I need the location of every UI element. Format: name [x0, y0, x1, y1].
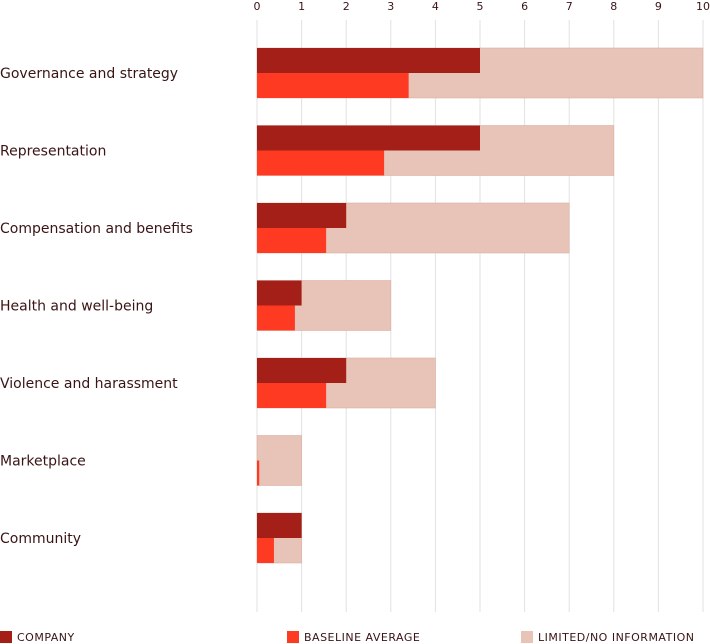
legend-limited-label: LIMITED/NO INFORMATION: [538, 630, 695, 644]
gridlines: [256, 20, 704, 612]
legend-baseline-label: BASELINE AVERAGE: [304, 630, 421, 644]
legend-limited-swatch: [521, 631, 533, 643]
bar-company: [257, 358, 347, 383]
legend-company: COMPANY: [0, 630, 75, 644]
x-tick-label: 0: [254, 0, 261, 13]
x-tick-label: 7: [566, 0, 573, 13]
bar-baseline-average: [257, 73, 409, 98]
category-label: Governance and strategy: [0, 66, 178, 82]
x-tick-label: 5: [477, 0, 484, 13]
bar-company: [257, 280, 302, 306]
category-label: Violence and harassment: [0, 376, 178, 392]
category-label: Health and well-being: [0, 299, 153, 315]
x-tick-label: 4: [432, 0, 439, 13]
bar-baseline-average: [257, 538, 274, 563]
x-tick-label: 6: [521, 0, 528, 13]
bar-baseline-average: [257, 460, 260, 486]
bar-company: [257, 513, 302, 538]
legend-limited-info: LIMITED/NO INFORMATION: [521, 630, 694, 644]
legend-baseline-average: BASELINE AVERAGE: [287, 630, 420, 644]
x-tick-label: 2: [343, 0, 350, 13]
bars: [256, 47, 704, 564]
bar-baseline-average: [257, 305, 295, 331]
bar-limited-info: [256, 435, 302, 486]
legend-company-swatch: [0, 631, 12, 643]
legend-baseline-swatch: [287, 631, 299, 643]
category-label: Marketplace: [0, 454, 86, 470]
x-tick-label: 8: [610, 0, 617, 13]
x-axis-ticks: 0 1 2 3 4 5 6 7 8 9 10: [254, 0, 710, 13]
bar-company: [257, 125, 480, 151]
category-label: Representation: [0, 144, 106, 160]
x-tick-label: 1: [298, 0, 305, 13]
bar-baseline-average: [257, 150, 385, 176]
legend-company-label: COMPANY: [17, 630, 75, 644]
category-label: Community: [0, 531, 81, 547]
bar-company: [257, 203, 347, 228]
x-tick-label: 9: [655, 0, 662, 13]
x-tick-label: 10: [696, 0, 710, 13]
category-label: Compensation and benefits: [0, 221, 193, 237]
x-tick-label: 3: [387, 0, 394, 13]
category-labels: Governance and strategy Representation Com…: [0, 66, 193, 547]
bar-baseline-average: [257, 383, 327, 408]
bar-baseline-average: [257, 228, 327, 253]
bar-company: [257, 48, 480, 73]
